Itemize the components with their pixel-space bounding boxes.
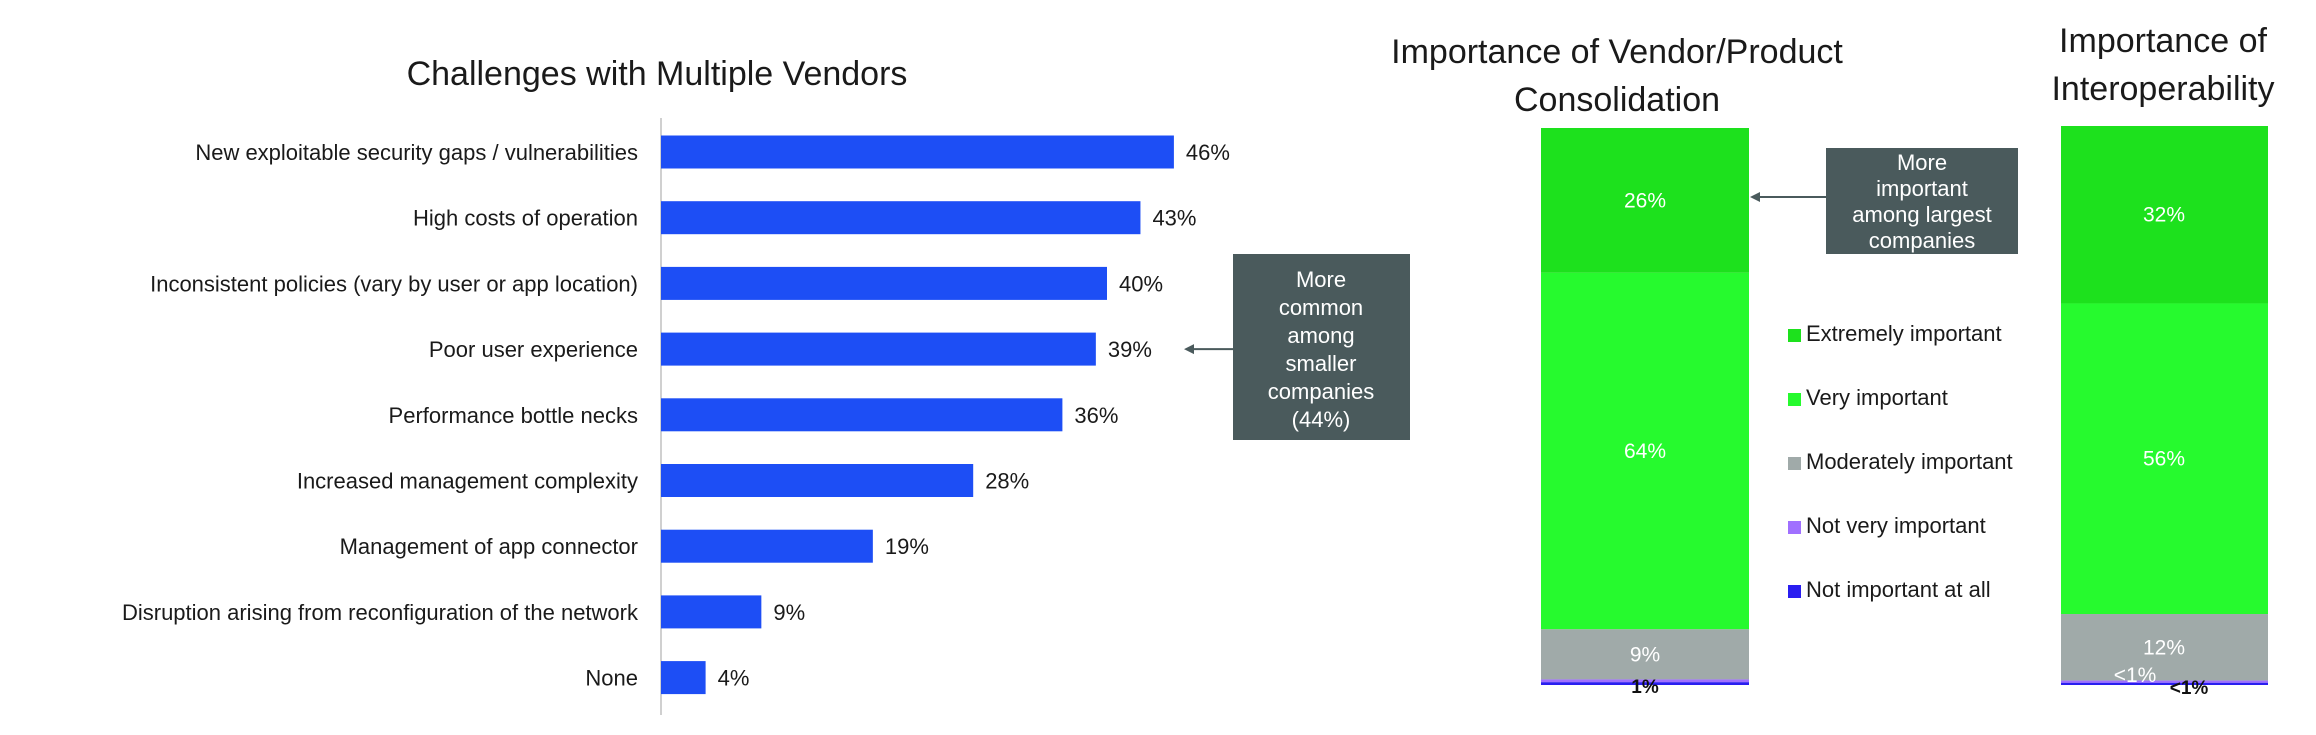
- segment-not-important-at-all: [1541, 682, 1749, 685]
- bar-poor-user-experience: [661, 332, 1096, 366]
- segment-moderately-important: [2061, 614, 2268, 681]
- legend-swatch-not-very-important: [1788, 521, 1801, 534]
- legend-swatch-not-important-at-all: [1788, 585, 1801, 598]
- segment-extremely-important: [2061, 126, 2268, 304]
- bar-none: [661, 661, 706, 695]
- callout-line-1: common: [1279, 295, 1363, 320]
- callout-line-3: smaller: [1286, 351, 1357, 376]
- bar-inconsistent-policies-vary-by-user-or-app-location: [661, 266, 1107, 300]
- category-label-management-of-app-connector: Management of app connector: [340, 534, 638, 559]
- category-label-high-costs-of-operation: High costs of operation: [413, 206, 638, 231]
- legend-swatch-very-important: [1788, 393, 1801, 406]
- callout-line-0: More: [1296, 267, 1346, 292]
- segment-label-not-very-important: 1%: [1631, 677, 1659, 698]
- bar-high-costs-of-operation: [661, 201, 1141, 235]
- value-label-increased-management-complexity: 28%: [985, 469, 1029, 494]
- segment-label-not-very-important: <1%: [2114, 664, 2157, 687]
- callout-line-2: among: [1287, 323, 1354, 348]
- callout2-line-1: important: [1876, 176, 1968, 201]
- segment-label-very-important: 56%: [2143, 448, 2185, 471]
- callout2-line-2: among largest: [1852, 202, 1991, 227]
- callout2-line-3: companies: [1869, 228, 1975, 253]
- category-label-none: None: [585, 666, 638, 691]
- callout-box-smaller-companies: [1233, 254, 1410, 440]
- segment-label-moderately-important: 12%: [2143, 636, 2185, 659]
- callout2-line-0: More: [1897, 150, 1947, 175]
- category-label-poor-user-experience: Poor user experience: [429, 337, 638, 362]
- value-label-disruption-arising-from-reconfiguration-of-the-network: 9%: [773, 600, 805, 625]
- category-label-new-exploitable-security-gaps-vulnerabilities: New exploitable security gaps / vulnerab…: [195, 140, 638, 165]
- category-label-inconsistent-policies-vary-by-user-or-app-location: Inconsistent policies (vary by user or a…: [150, 271, 638, 296]
- bar-management-of-app-connector: [661, 529, 873, 563]
- value-label-performance-bottle-necks: 36%: [1074, 403, 1118, 428]
- value-label-inconsistent-policies-vary-by-user-or-app-location: 40%: [1119, 271, 1163, 296]
- segment-very-important: [2061, 303, 2268, 615]
- callout-line-5: (44%): [1292, 407, 1351, 432]
- legend-label-extremely-important: Extremely important: [1806, 321, 2002, 346]
- segment-not-very-important: [2061, 680, 2268, 683]
- bar-performance-bottle-necks: [661, 398, 1063, 432]
- segment-label-extremely-important: 26%: [1624, 189, 1666, 212]
- stacked-bar-chart-interoperability: Importance of Interoperability 32% 56% 12% <1…: [2051, 22, 2274, 699]
- stacked-bar-chart-consolidation: Importance of Vendor/Product Consolidatio…: [1391, 33, 2018, 698]
- chart-title-line-0: Importance of Vendor/Product: [1391, 33, 1843, 71]
- category-label-performance-bottle-necks: Performance bottle necks: [389, 403, 638, 428]
- legend-swatch-moderately-important: [1788, 457, 1801, 470]
- bar-new-exploitable-security-gaps-vulnerabilities: [661, 135, 1174, 169]
- segment-label-extremely-important: 32%: [2143, 204, 2185, 227]
- legend-swatch-extremely-important: [1788, 329, 1801, 342]
- value-label-new-exploitable-security-gaps-vulnerabilities: 46%: [1186, 140, 1230, 165]
- callout-arrow-head: [1184, 344, 1194, 355]
- chart-title-challenges: Challenges with Multiple Vendors: [407, 55, 908, 93]
- segment-not-important-at-all: [2061, 682, 2268, 685]
- value-label-management-of-app-connector: 19%: [885, 534, 929, 559]
- bar-increased-management-complexity: [661, 464, 974, 497]
- chart-title-line-1: Interoperability: [2051, 70, 2274, 108]
- segment-label-moderately-important: 9%: [1630, 643, 1660, 666]
- value-label-poor-user-experience: 39%: [1108, 337, 1152, 362]
- segment-label-very-important: 64%: [1624, 440, 1666, 463]
- callout2-arrow-head: [1750, 192, 1760, 202]
- value-label-none: 4%: [718, 666, 750, 691]
- callout-box-largest-companies: [1826, 148, 2018, 254]
- legend-label-moderately-important: Moderately important: [1806, 449, 2013, 474]
- legend-label-not-very-important: Not very important: [1806, 513, 1986, 538]
- bar-chart-challenges: Challenges with Multiple Vendors New expl…: [122, 55, 1410, 715]
- segment-very-important: [1541, 272, 1749, 630]
- segment-label-not-important-at-all: <1%: [2170, 678, 2209, 699]
- bar-disruption-arising-from-reconfiguration-of-the-network: [661, 595, 762, 629]
- category-label-increased-management-complexity: Increased management complexity: [297, 469, 638, 494]
- legend-label-very-important: Very important: [1806, 385, 1948, 410]
- callout-line-4: companies: [1268, 379, 1374, 404]
- segment-not-very-important: [1541, 679, 1749, 683]
- chart-title-line-1: Consolidation: [1514, 81, 1720, 119]
- legend: Extremely important Very important Moderat…: [1788, 321, 2013, 602]
- legend-label-not-important-at-all: Not important at all: [1806, 577, 1991, 602]
- segment-moderately-important: [1541, 629, 1749, 680]
- chart-title-line-0: Importance of: [2059, 22, 2267, 60]
- category-label-disruption-arising-from-reconfiguration-of-the-network: Disruption arising from reconfiguration …: [122, 600, 639, 625]
- segment-extremely-important: [1541, 128, 1749, 273]
- value-label-high-costs-of-operation: 43%: [1152, 206, 1196, 231]
